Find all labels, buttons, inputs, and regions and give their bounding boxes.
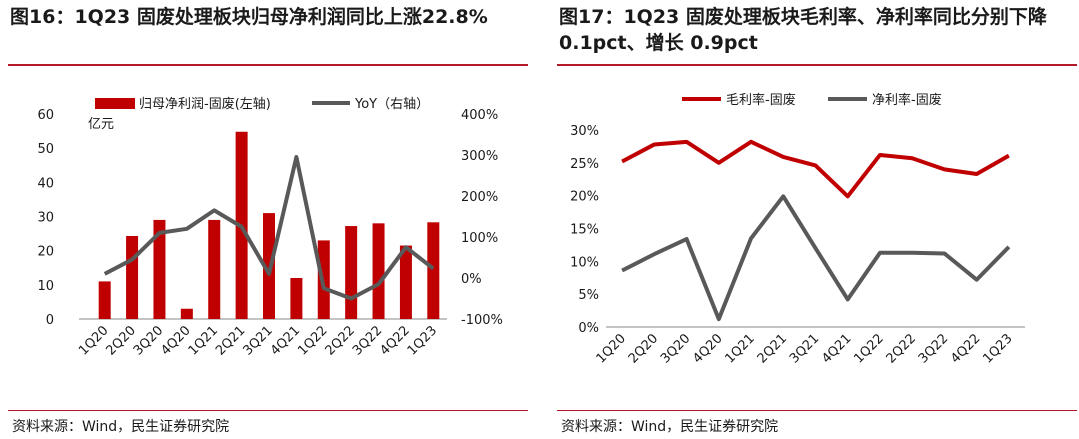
right-title-rule [557, 64, 1077, 66]
left-y-tick-label: 10 [37, 279, 54, 294]
x-tick-label: 4Q20 [158, 323, 193, 358]
x-tick-label: 3Q20 [131, 323, 166, 358]
left-y-tick-label: 30 [37, 211, 54, 226]
yoy-line [103, 155, 435, 301]
y-tick-label: 10% [570, 255, 599, 270]
x-tick-label: 2Q22 [323, 323, 358, 358]
x-tick-label: 2Q20 [626, 331, 661, 366]
y-tick-label: 20% [570, 190, 599, 205]
x-tick-label: 1Q22 [851, 331, 886, 366]
bar-1Q23 [427, 222, 440, 319]
y-tick-label: 25% [570, 157, 599, 172]
x-tick-label: 4Q22 [948, 331, 983, 366]
x-tick-label: 3Q21 [240, 323, 275, 358]
right-y-tick-label: 300% [461, 149, 498, 164]
left-y-tick-label: 0 [46, 313, 54, 328]
legend-label-yoy: YoY（右轴） [354, 97, 429, 112]
x-tick-label: 4Q21 [268, 323, 303, 358]
legend-label-net-margin: 净利率-固废 [872, 92, 942, 108]
bar-4Q22 [399, 245, 412, 319]
bar-2Q20 [126, 235, 139, 319]
net-margin-line [621, 194, 1011, 322]
unit-label: 亿元 [88, 117, 114, 132]
x-tick-label: 2Q21 [755, 331, 790, 366]
right-y-tick-label: -100% [461, 313, 503, 328]
right-y-tick-label: 400% [461, 108, 498, 123]
right-chart: 毛利率-固废 净利率-固废0%5%10%15%20%25%30%1Q202Q203… [570, 92, 1025, 367]
gross-margin-line [621, 139, 1010, 199]
x-tick-label: 3Q22 [350, 323, 385, 358]
x-tick-label: 3Q21 [787, 331, 822, 366]
x-tick-label: 1Q20 [76, 323, 111, 358]
x-tick-label: 1Q21 [722, 331, 757, 366]
x-tick-label: 2Q22 [884, 331, 919, 366]
left-y-tick-label: 20 [37, 245, 54, 260]
x-tick-label: 1Q22 [295, 323, 330, 358]
left-source: 资料来源：Wind，民生证券研究院 [12, 419, 230, 435]
right-source: 资料来源：Wind，民生证券研究院 [561, 419, 779, 435]
y-tick-label: 30% [570, 124, 599, 139]
x-tick-label: 3Q22 [916, 331, 951, 366]
bar-3Q20 [153, 219, 166, 319]
right-chart-panel: 图17：1Q23 固废处理板块毛利率、净利率同比分别下降 0.1pct、增长 0… [549, 0, 1079, 439]
left-y-tick-label: 50 [37, 142, 54, 157]
legend-label-net-profit: 归母净利润-固废(左轴) [139, 96, 271, 112]
x-tick-label: 2Q21 [213, 323, 248, 358]
x-tick-label: 4Q22 [377, 323, 412, 358]
right-y-tick-label: 200% [461, 190, 498, 205]
right-chart-title: 图17：1Q23 固废处理板块毛利率、净利率同比分别下降 0.1pct、增长 0… [559, 6, 1047, 54]
x-tick-label: 4Q21 [819, 331, 854, 366]
y-tick-label: 0% [578, 321, 599, 336]
left-y-tick-label: 40 [37, 176, 54, 191]
x-tick-label: 2Q20 [104, 323, 139, 358]
right-y-tick-label: 100% [461, 231, 498, 246]
x-tick-label: 3Q20 [658, 331, 693, 366]
left-chart-panel: 图16：1Q23 固废处理板块归母净利润同比上涨22.8% 归母净利润-固废(左… [0, 0, 530, 439]
bar-4Q20 [180, 308, 193, 319]
right-source-rule [557, 410, 1077, 411]
left-title-rule [8, 64, 528, 66]
left-source-rule [8, 410, 528, 411]
left-y-tick-label: 60 [37, 108, 54, 123]
x-tick-label: 1Q23 [405, 323, 440, 358]
y-tick-label: 5% [578, 288, 599, 303]
x-tick-label: 4Q20 [690, 331, 725, 366]
bar-4Q21 [290, 278, 303, 319]
x-tick-label: 1Q21 [186, 323, 221, 358]
left-chart: 归母净利润-固废(左轴) YoY（右轴） 亿元 0 10 20 30 40 50 60 -100% 0… [37, 96, 503, 359]
bar-2Q22 [345, 226, 358, 319]
y-tick-label: 15% [570, 223, 599, 238]
bar-1Q21 [208, 219, 221, 319]
right-y-tick-label: 0% [461, 272, 482, 287]
bar-1Q20 [98, 281, 111, 319]
x-tick-label: 1Q20 [594, 331, 629, 366]
legend-swatch-net-profit [95, 98, 135, 109]
legend-label-gross-margin: 毛利率-固废 [726, 92, 796, 108]
left-chart-title: 图16：1Q23 固废处理板块归母净利润同比上涨22.8% [10, 6, 488, 28]
bar-3Q22 [372, 223, 385, 319]
x-tick-label: 1Q23 [980, 331, 1015, 366]
